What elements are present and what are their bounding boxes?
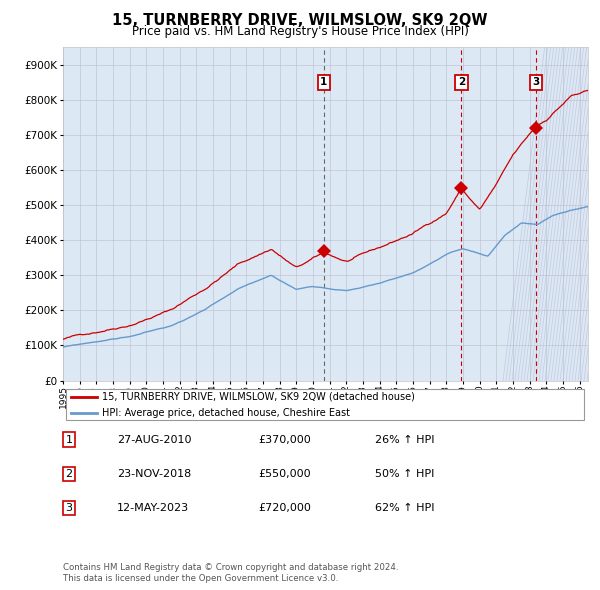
Text: £370,000: £370,000: [258, 435, 311, 444]
Text: 15, TURNBERRY DRIVE, WILMSLOW, SK9 2QW (detached house): 15, TURNBERRY DRIVE, WILMSLOW, SK9 2QW (…: [103, 392, 415, 402]
Text: 2: 2: [458, 77, 465, 87]
Text: 1: 1: [65, 435, 73, 444]
Text: £550,000: £550,000: [258, 469, 311, 478]
Text: 3: 3: [532, 77, 539, 87]
FancyBboxPatch shape: [65, 389, 584, 421]
Text: 26% ↑ HPI: 26% ↑ HPI: [375, 435, 434, 444]
Text: 15, TURNBERRY DRIVE, WILMSLOW, SK9 2QW: 15, TURNBERRY DRIVE, WILMSLOW, SK9 2QW: [112, 13, 488, 28]
Text: 12-MAY-2023: 12-MAY-2023: [117, 503, 189, 513]
Text: 1: 1: [320, 77, 328, 87]
Text: £720,000: £720,000: [258, 503, 311, 513]
Text: Contains HM Land Registry data © Crown copyright and database right 2024.: Contains HM Land Registry data © Crown c…: [63, 563, 398, 572]
Text: 23-NOV-2018: 23-NOV-2018: [117, 469, 191, 478]
Text: This data is licensed under the Open Government Licence v3.0.: This data is licensed under the Open Gov…: [63, 574, 338, 583]
Text: HPI: Average price, detached house, Cheshire East: HPI: Average price, detached house, Ches…: [103, 408, 350, 418]
Text: 62% ↑ HPI: 62% ↑ HPI: [375, 503, 434, 513]
Bar: [553, 47, 588, 381]
Text: 3: 3: [65, 503, 73, 513]
Text: 2: 2: [65, 469, 73, 478]
Text: Price paid vs. HM Land Registry's House Price Index (HPI): Price paid vs. HM Land Registry's House …: [131, 25, 469, 38]
Text: 50% ↑ HPI: 50% ↑ HPI: [375, 469, 434, 478]
Text: 27-AUG-2010: 27-AUG-2010: [117, 435, 191, 444]
